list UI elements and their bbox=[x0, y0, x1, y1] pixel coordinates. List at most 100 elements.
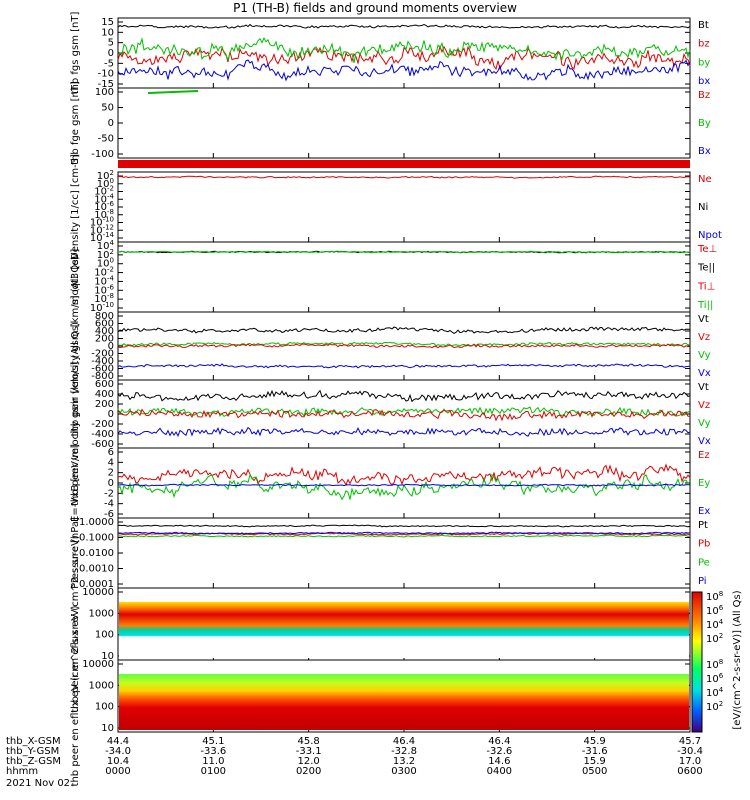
series-bz bbox=[117, 45, 691, 71]
y-tick-label: 0.1000 bbox=[79, 533, 114, 544]
y-tick-label: 1000 bbox=[89, 608, 114, 619]
y-tick-label: 50 bbox=[101, 103, 114, 114]
y-tick-label: 0 bbox=[108, 118, 114, 129]
footer-value: 45.1 bbox=[202, 736, 224, 747]
y-tick-label: 5 bbox=[108, 38, 114, 49]
footer-value: 11.0 bbox=[202, 756, 224, 767]
y-axis-label: thb peer en eflux eV (cm^2-s-sr-eV) bbox=[70, 605, 81, 786]
legend-Pt: Pt bbox=[698, 520, 708, 531]
footer-value: 46.4 bbox=[393, 736, 415, 747]
y-tick-label: 100 bbox=[95, 630, 114, 641]
footer-value: -32.6 bbox=[486, 746, 512, 757]
legend-Pb: Pb bbox=[698, 539, 710, 550]
y-tick-label: 104 bbox=[97, 239, 115, 252]
footer-value: 45.8 bbox=[298, 736, 320, 747]
colorbar-tick-label: 108 bbox=[706, 658, 723, 671]
y-tick-label: 10-2 bbox=[94, 185, 114, 198]
series-Vx bbox=[117, 426, 691, 438]
panel-frame bbox=[117, 379, 691, 449]
y-tick-label: -600 bbox=[91, 364, 114, 375]
series-Vy bbox=[117, 341, 691, 347]
series-Ti bbox=[118, 250, 690, 254]
footer-value: 0600 bbox=[677, 766, 702, 777]
footer-value: 15.9 bbox=[584, 756, 606, 767]
colorbar bbox=[691, 591, 703, 733]
series-Pt bbox=[117, 524, 691, 528]
series-Ez bbox=[117, 463, 691, 487]
y-tick-label: 6 bbox=[108, 447, 114, 458]
y-tick-label: 102 bbox=[97, 169, 114, 182]
y-tick-label: 102 bbox=[97, 248, 114, 261]
panel-8: 10000 1000 100 10 thb peir en eflux eV (cm^2… bbox=[70, 535, 691, 713]
footer-value: 12.0 bbox=[298, 756, 320, 767]
y-tick-label: -400 bbox=[91, 429, 114, 440]
y-tick-label: 10-8 bbox=[94, 292, 114, 305]
y-tick-label: -4 bbox=[104, 499, 114, 510]
chart-title: P1 (TH-B) fields and ground moments over… bbox=[233, 1, 517, 15]
legend-Vz: Vz bbox=[698, 400, 710, 411]
series-Vz bbox=[117, 343, 691, 349]
y-tick-label: -400 bbox=[91, 356, 114, 367]
panel-1: 100 50 0 -50 -100 thb fge gsm [nT] Bz By Bx bbox=[70, 81, 711, 165]
y-axis-label: thb peir en eflux eV (cm^2-s-sr-eV) bbox=[70, 535, 81, 713]
y-tick-label: -50 bbox=[98, 134, 114, 145]
y-axis-label: thb fge gsm [nT] bbox=[70, 81, 81, 165]
legend-Vy: Vy bbox=[698, 350, 711, 361]
legend-by: by bbox=[698, 57, 710, 68]
legend-Ti⊥: Ti⊥ bbox=[697, 281, 715, 292]
legend-Vz: Vz bbox=[698, 332, 710, 343]
legend-Pe: Pe bbox=[698, 557, 710, 568]
footer-value: -33.1 bbox=[296, 746, 322, 757]
colorbar-tick-label: 106 bbox=[706, 672, 724, 685]
footer-value: -32.8 bbox=[391, 746, 417, 757]
y-tick-label: 10 bbox=[101, 27, 114, 38]
y-tick-label: -100 bbox=[91, 149, 114, 160]
y-axis-label: Density [1/cc] [cm-3] bbox=[70, 154, 81, 260]
legend-Te||: Te|| bbox=[697, 263, 715, 274]
footer-value: 0000 bbox=[105, 766, 130, 777]
series-Vt bbox=[117, 326, 691, 334]
y-tick-label: 100 bbox=[95, 702, 114, 713]
y-tick-label: 10-4 bbox=[94, 192, 114, 205]
series-Ex bbox=[117, 483, 691, 487]
footer-row-label: hhmm bbox=[6, 766, 38, 777]
y-tick-label: 10-6 bbox=[94, 283, 114, 296]
legend-Ex: Ex bbox=[698, 506, 710, 517]
series-Ne bbox=[117, 175, 691, 179]
legend-bx: bx bbox=[698, 76, 710, 87]
footer-value: -31.6 bbox=[582, 746, 608, 757]
y-tick-label: -10 bbox=[98, 69, 114, 80]
legend-Bz: Bz bbox=[698, 90, 710, 101]
legend-Pi: Pi bbox=[698, 576, 707, 587]
y-tick-label: 2 bbox=[108, 468, 114, 479]
y-tick-label: 10-10 bbox=[90, 301, 114, 314]
panel-frame bbox=[117, 517, 691, 589]
series-Pe bbox=[117, 534, 691, 538]
y-tick-label: 1.0000 bbox=[79, 517, 114, 528]
y-axis-label: Pressure [nPa] bbox=[70, 517, 81, 589]
y-tick-label: -600 bbox=[91, 439, 114, 450]
legend-Vx: Vx bbox=[698, 368, 711, 379]
legend-Npot: Npot bbox=[698, 230, 722, 241]
y-tick-label: -5 bbox=[104, 58, 114, 69]
y-tick-label: 10-8 bbox=[94, 208, 114, 221]
y-tick-label: 10-4 bbox=[94, 274, 114, 287]
footer-value: 13.2 bbox=[393, 756, 415, 767]
legend-Bx: Bx bbox=[698, 146, 711, 157]
y-tick-label: -15 bbox=[98, 79, 114, 90]
colorbar-tick-label: 102 bbox=[706, 700, 723, 713]
colorbar-label: [eV/(cm^2-s-sr-eV)] (All Qs) bbox=[732, 590, 743, 729]
series-Te bbox=[117, 250, 691, 254]
y-tick-label: 10-10 bbox=[90, 216, 114, 229]
y-tick-label: 15 bbox=[101, 17, 114, 28]
colorbar-tick-label: 106 bbox=[706, 604, 724, 617]
footer-value: -34.0 bbox=[105, 746, 131, 757]
footer-row-label: thb_Z-GSM bbox=[6, 756, 61, 767]
legend-Ez: Ez bbox=[698, 450, 710, 461]
series-By bbox=[147, 90, 199, 94]
y-tick-label: 0.0001 bbox=[79, 579, 114, 590]
